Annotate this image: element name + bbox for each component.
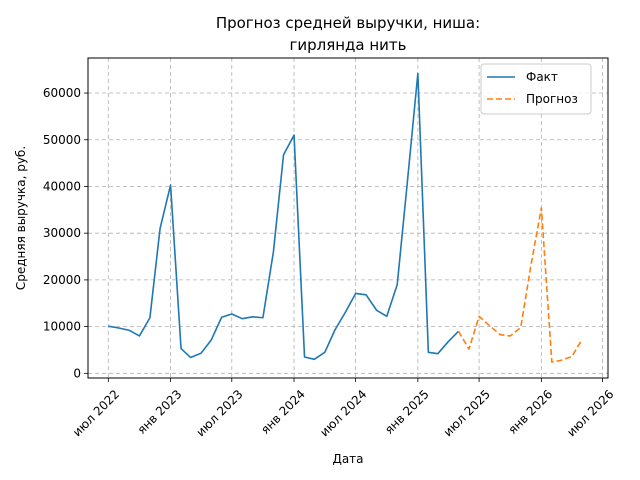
- series-line-fact: [108, 72, 460, 361]
- chart-title-line-1: Прогноз средней выручки, ниша:: [216, 14, 480, 32]
- y-tick-label: 30000: [43, 226, 81, 240]
- y-tick-label: 20000: [43, 273, 81, 287]
- y-tick-label: 40000: [43, 179, 81, 193]
- legend: Факт Прогноз: [480, 63, 592, 115]
- y-tick-label: 10000: [43, 320, 81, 334]
- chart-title-line-2: гирлянда нить: [289, 36, 406, 54]
- y-tick-label: 0: [73, 366, 81, 380]
- plot-frame: [87, 57, 609, 379]
- x-axis-label: Дата: [332, 452, 363, 466]
- y-tick-label: 60000: [43, 86, 81, 100]
- series-line-forecast: [457, 207, 583, 363]
- grid: [88, 58, 608, 378]
- y-tick-label: 50000: [43, 133, 81, 147]
- series-lines: [108, 72, 583, 363]
- y-axis-label: Средняя выручка, руб.: [14, 146, 28, 290]
- legend-label-forecast: Прогноз: [526, 92, 578, 106]
- legend-label-fact: Факт: [526, 70, 558, 84]
- y-axis-ticks: 0 10000 20000 30000 40000 50000 60000: [43, 86, 88, 380]
